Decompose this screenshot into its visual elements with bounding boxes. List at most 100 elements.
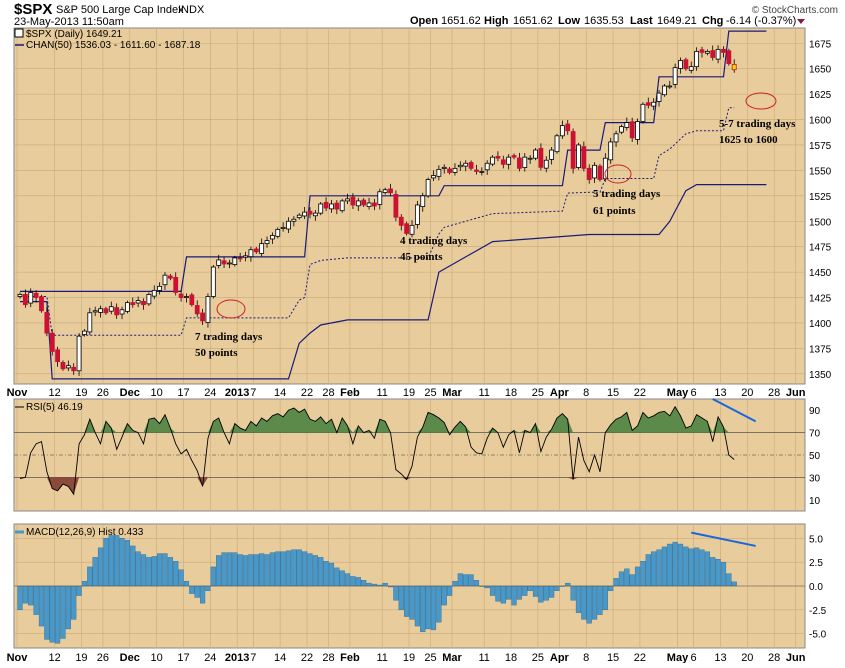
price-x-tick: Feb — [340, 387, 360, 399]
macd-x-tick: 26 — [97, 652, 109, 663]
macd-histogram-bar — [667, 543, 673, 587]
price-panel-bg — [13, 27, 806, 385]
macd-histogram-bar — [253, 554, 259, 587]
chg-down-icon — [797, 19, 805, 24]
open-label: Open — [410, 15, 438, 27]
candle — [388, 188, 393, 194]
macd-histogram-bar — [404, 585, 410, 617]
symbol-title: $SPX — [14, 1, 52, 18]
macd-histogram-bar — [232, 552, 238, 587]
candle — [613, 133, 619, 143]
candle — [372, 202, 377, 207]
price-y-tick: 1400 — [809, 319, 832, 330]
candle — [581, 146, 587, 169]
macd-histogram-bar — [586, 585, 592, 624]
candle — [559, 125, 565, 137]
candle — [543, 159, 549, 169]
macd-histogram-bar — [334, 567, 340, 587]
macd-histogram-bar — [71, 585, 77, 620]
macd-histogram-bar — [694, 547, 700, 587]
candle — [688, 66, 694, 71]
macd-histogram-bar — [624, 568, 630, 587]
macd-histogram-bar — [140, 554, 147, 587]
macd-x-tick: 28 — [768, 652, 780, 663]
candle — [253, 248, 259, 253]
price-x-tick: 2013 — [225, 387, 249, 399]
macd-trend-line — [691, 531, 756, 547]
candle — [92, 310, 98, 313]
candle — [570, 131, 576, 169]
candle — [65, 365, 71, 369]
macd-x-tick: 8 — [583, 652, 589, 663]
macd-histogram-bar — [108, 535, 114, 587]
macd-histogram-bar — [473, 580, 480, 587]
candle — [355, 200, 361, 207]
candle — [699, 49, 705, 53]
macd-x-tick: 15 — [607, 652, 619, 663]
candle — [232, 257, 238, 265]
candle — [533, 149, 538, 159]
macd-x-tick: 24 — [204, 652, 216, 663]
candle — [447, 168, 453, 173]
last-label: Last — [630, 15, 653, 27]
price-x-tick: 26 — [97, 387, 109, 399]
exchange-label: INDX — [178, 4, 205, 16]
candle — [565, 123, 571, 132]
rsi-y-tick: 30 — [809, 473, 821, 484]
macd-x-tick: 18 — [505, 652, 517, 663]
macd-histogram-bar — [489, 585, 496, 596]
candle — [635, 121, 640, 140]
candle — [87, 312, 93, 333]
macd-histogram-bar — [629, 574, 635, 587]
price-x-tick: Nov — [7, 387, 29, 399]
candle — [651, 101, 657, 107]
candle — [393, 194, 399, 218]
macd-histogram-bar — [103, 538, 109, 587]
macd-histogram-bar — [726, 573, 732, 587]
annotation-1-line2: 50 points — [195, 347, 238, 359]
macd-histogram-bar — [522, 585, 528, 596]
candle — [624, 122, 630, 128]
candle — [538, 148, 544, 168]
macd-histogram-bar — [157, 553, 163, 587]
candle — [146, 294, 152, 305]
candle — [345, 198, 350, 202]
macd-histogram-bar — [441, 585, 447, 606]
candle — [457, 164, 463, 168]
price-y-tick: 1425 — [809, 294, 832, 305]
macd-histogram-bar — [33, 585, 39, 615]
macd-histogram-bar — [76, 585, 82, 596]
macd-histogram-bar — [291, 549, 297, 587]
macd-histogram-bar — [307, 553, 313, 587]
price-x-tick: 28 — [768, 387, 780, 399]
macd-histogram-bar — [162, 553, 168, 587]
price-x-tick: 19 — [403, 387, 415, 399]
macd-histogram-bar — [436, 585, 442, 623]
macd-x-tick: May — [667, 652, 689, 663]
price-y-tick: 1350 — [809, 370, 832, 381]
candle — [414, 204, 420, 225]
macd-histogram-bar — [237, 554, 243, 587]
low-value: 1635.53 — [584, 15, 624, 27]
open-value: 1651.62 — [441, 15, 481, 27]
chg-value: -6.14 (-0.37%) — [726, 15, 796, 27]
price-x-tick: 25 — [424, 387, 436, 399]
macd-x-tick: Jun — [786, 652, 806, 663]
macd-histogram-bar — [640, 561, 646, 587]
macd-histogram-bar — [366, 582, 372, 587]
candle — [178, 293, 184, 298]
macd-histogram-bar — [457, 573, 463, 587]
high-label: High — [484, 15, 509, 27]
macd-histogram-bar — [688, 548, 694, 587]
price-x-tick: Jun — [786, 387, 806, 399]
macd-histogram-bar — [302, 551, 308, 587]
candle — [468, 162, 474, 169]
price-x-tick: Dec — [120, 387, 140, 399]
candle — [726, 50, 732, 65]
candle — [463, 162, 469, 167]
chg-label: Chg — [702, 15, 723, 27]
candle — [237, 257, 243, 260]
macd-histogram-bar — [645, 554, 651, 587]
macd-histogram-bar — [565, 582, 571, 587]
macd-histogram-bar — [22, 585, 28, 604]
